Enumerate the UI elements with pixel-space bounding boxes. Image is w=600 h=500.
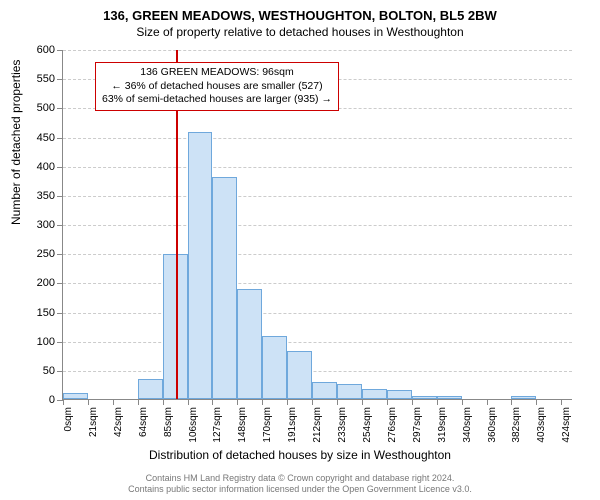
grid-line xyxy=(63,313,572,314)
x-tick xyxy=(138,399,139,405)
x-tick xyxy=(237,399,238,405)
x-tick xyxy=(262,399,263,405)
x-tick-label: 276sqm xyxy=(387,407,398,443)
histogram-bar xyxy=(337,384,362,399)
histogram-bar xyxy=(63,393,88,399)
x-tick xyxy=(536,399,537,405)
x-tick-label: 21sqm xyxy=(88,407,99,437)
y-tick-label: 50 xyxy=(43,365,63,377)
histogram-bar xyxy=(237,289,262,399)
grid-line xyxy=(63,138,572,139)
annotation-box: 136 GREEN MEADOWS: 96sqm ← 36% of detach… xyxy=(95,62,339,111)
x-tick-label: 170sqm xyxy=(262,407,273,443)
x-tick-label: 319sqm xyxy=(437,407,448,443)
annotation-line-1: 136 GREEN MEADOWS: 96sqm xyxy=(102,66,332,80)
x-tick-label: 42sqm xyxy=(113,407,124,437)
footer-line-1: Contains HM Land Registry data © Crown c… xyxy=(0,473,600,485)
y-tick-label: 100 xyxy=(37,336,63,348)
x-axis-label: Distribution of detached houses by size … xyxy=(0,448,600,462)
x-tick-label: 297sqm xyxy=(412,407,423,443)
y-tick-label: 0 xyxy=(49,394,63,406)
x-tick xyxy=(88,399,89,405)
y-axis-label: Number of detached properties xyxy=(9,60,23,225)
grid-line xyxy=(63,254,572,255)
x-tick-label: 233sqm xyxy=(337,407,348,443)
x-tick-label: 382sqm xyxy=(511,407,522,443)
histogram-bar xyxy=(188,132,213,399)
grid-line xyxy=(63,196,572,197)
x-tick-label: 360sqm xyxy=(487,407,498,443)
x-tick-label: 254sqm xyxy=(362,407,373,443)
x-tick-label: 212sqm xyxy=(312,407,323,443)
y-tick-label: 550 xyxy=(37,73,63,85)
chart-container: 136, GREEN MEADOWS, WESTHOUGHTON, BOLTON… xyxy=(0,0,600,500)
x-tick-label: 403sqm xyxy=(536,407,547,443)
annotation-line-2: ← 36% of detached houses are smaller (52… xyxy=(102,80,332,94)
y-tick-label: 250 xyxy=(37,248,63,260)
y-tick-label: 300 xyxy=(37,219,63,231)
histogram-bar xyxy=(437,396,462,399)
chart-subtitle: Size of property relative to detached ho… xyxy=(0,23,600,39)
x-tick xyxy=(437,399,438,405)
x-tick-label: 106sqm xyxy=(188,407,199,443)
grid-line xyxy=(63,283,572,284)
y-tick-label: 150 xyxy=(37,307,63,319)
x-tick xyxy=(561,399,562,405)
x-tick xyxy=(511,399,512,405)
x-tick-label: 424sqm xyxy=(561,407,572,443)
plot-area: 0501001502002503003504004505005506000sqm… xyxy=(62,50,572,400)
histogram-bar xyxy=(262,336,287,399)
x-tick-label: 340sqm xyxy=(462,407,473,443)
x-tick-label: 148sqm xyxy=(237,407,248,443)
x-tick xyxy=(287,399,288,405)
x-tick-label: 64sqm xyxy=(138,407,149,437)
histogram-bar xyxy=(362,389,387,400)
histogram-bar xyxy=(138,379,163,399)
x-tick xyxy=(362,399,363,405)
y-tick-label: 500 xyxy=(37,102,63,114)
x-tick xyxy=(312,399,313,405)
x-tick xyxy=(212,399,213,405)
histogram-bar xyxy=(287,351,312,399)
x-tick-label: 0sqm xyxy=(63,407,74,431)
x-tick xyxy=(387,399,388,405)
chart-title: 136, GREEN MEADOWS, WESTHOUGHTON, BOLTON… xyxy=(0,0,600,23)
x-tick xyxy=(337,399,338,405)
grid-line xyxy=(63,50,572,51)
x-tick-label: 127sqm xyxy=(212,407,223,443)
x-tick xyxy=(163,399,164,405)
x-tick-label: 191sqm xyxy=(287,407,298,443)
grid-line xyxy=(63,371,572,372)
x-tick xyxy=(412,399,413,405)
footer-line-2: Contains public sector information licen… xyxy=(0,484,600,496)
histogram-bar xyxy=(511,396,536,400)
x-tick xyxy=(462,399,463,405)
y-tick-label: 600 xyxy=(37,44,63,56)
x-tick xyxy=(63,399,64,405)
grid-line xyxy=(63,342,572,343)
y-tick-label: 400 xyxy=(37,161,63,173)
y-tick-label: 450 xyxy=(37,132,63,144)
footer-text: Contains HM Land Registry data © Crown c… xyxy=(0,473,600,496)
grid-line xyxy=(63,167,572,168)
y-tick-label: 200 xyxy=(37,277,63,289)
annotation-line-3: 63% of semi-detached houses are larger (… xyxy=(102,93,332,107)
x-tick xyxy=(188,399,189,405)
x-tick-label: 85sqm xyxy=(163,407,174,437)
y-tick-label: 350 xyxy=(37,190,63,202)
x-tick xyxy=(487,399,488,405)
histogram-bar xyxy=(387,390,412,399)
histogram-bar xyxy=(412,396,437,400)
histogram-bar xyxy=(312,382,337,400)
x-tick xyxy=(113,399,114,405)
histogram-bar xyxy=(212,177,237,399)
grid-line xyxy=(63,225,572,226)
